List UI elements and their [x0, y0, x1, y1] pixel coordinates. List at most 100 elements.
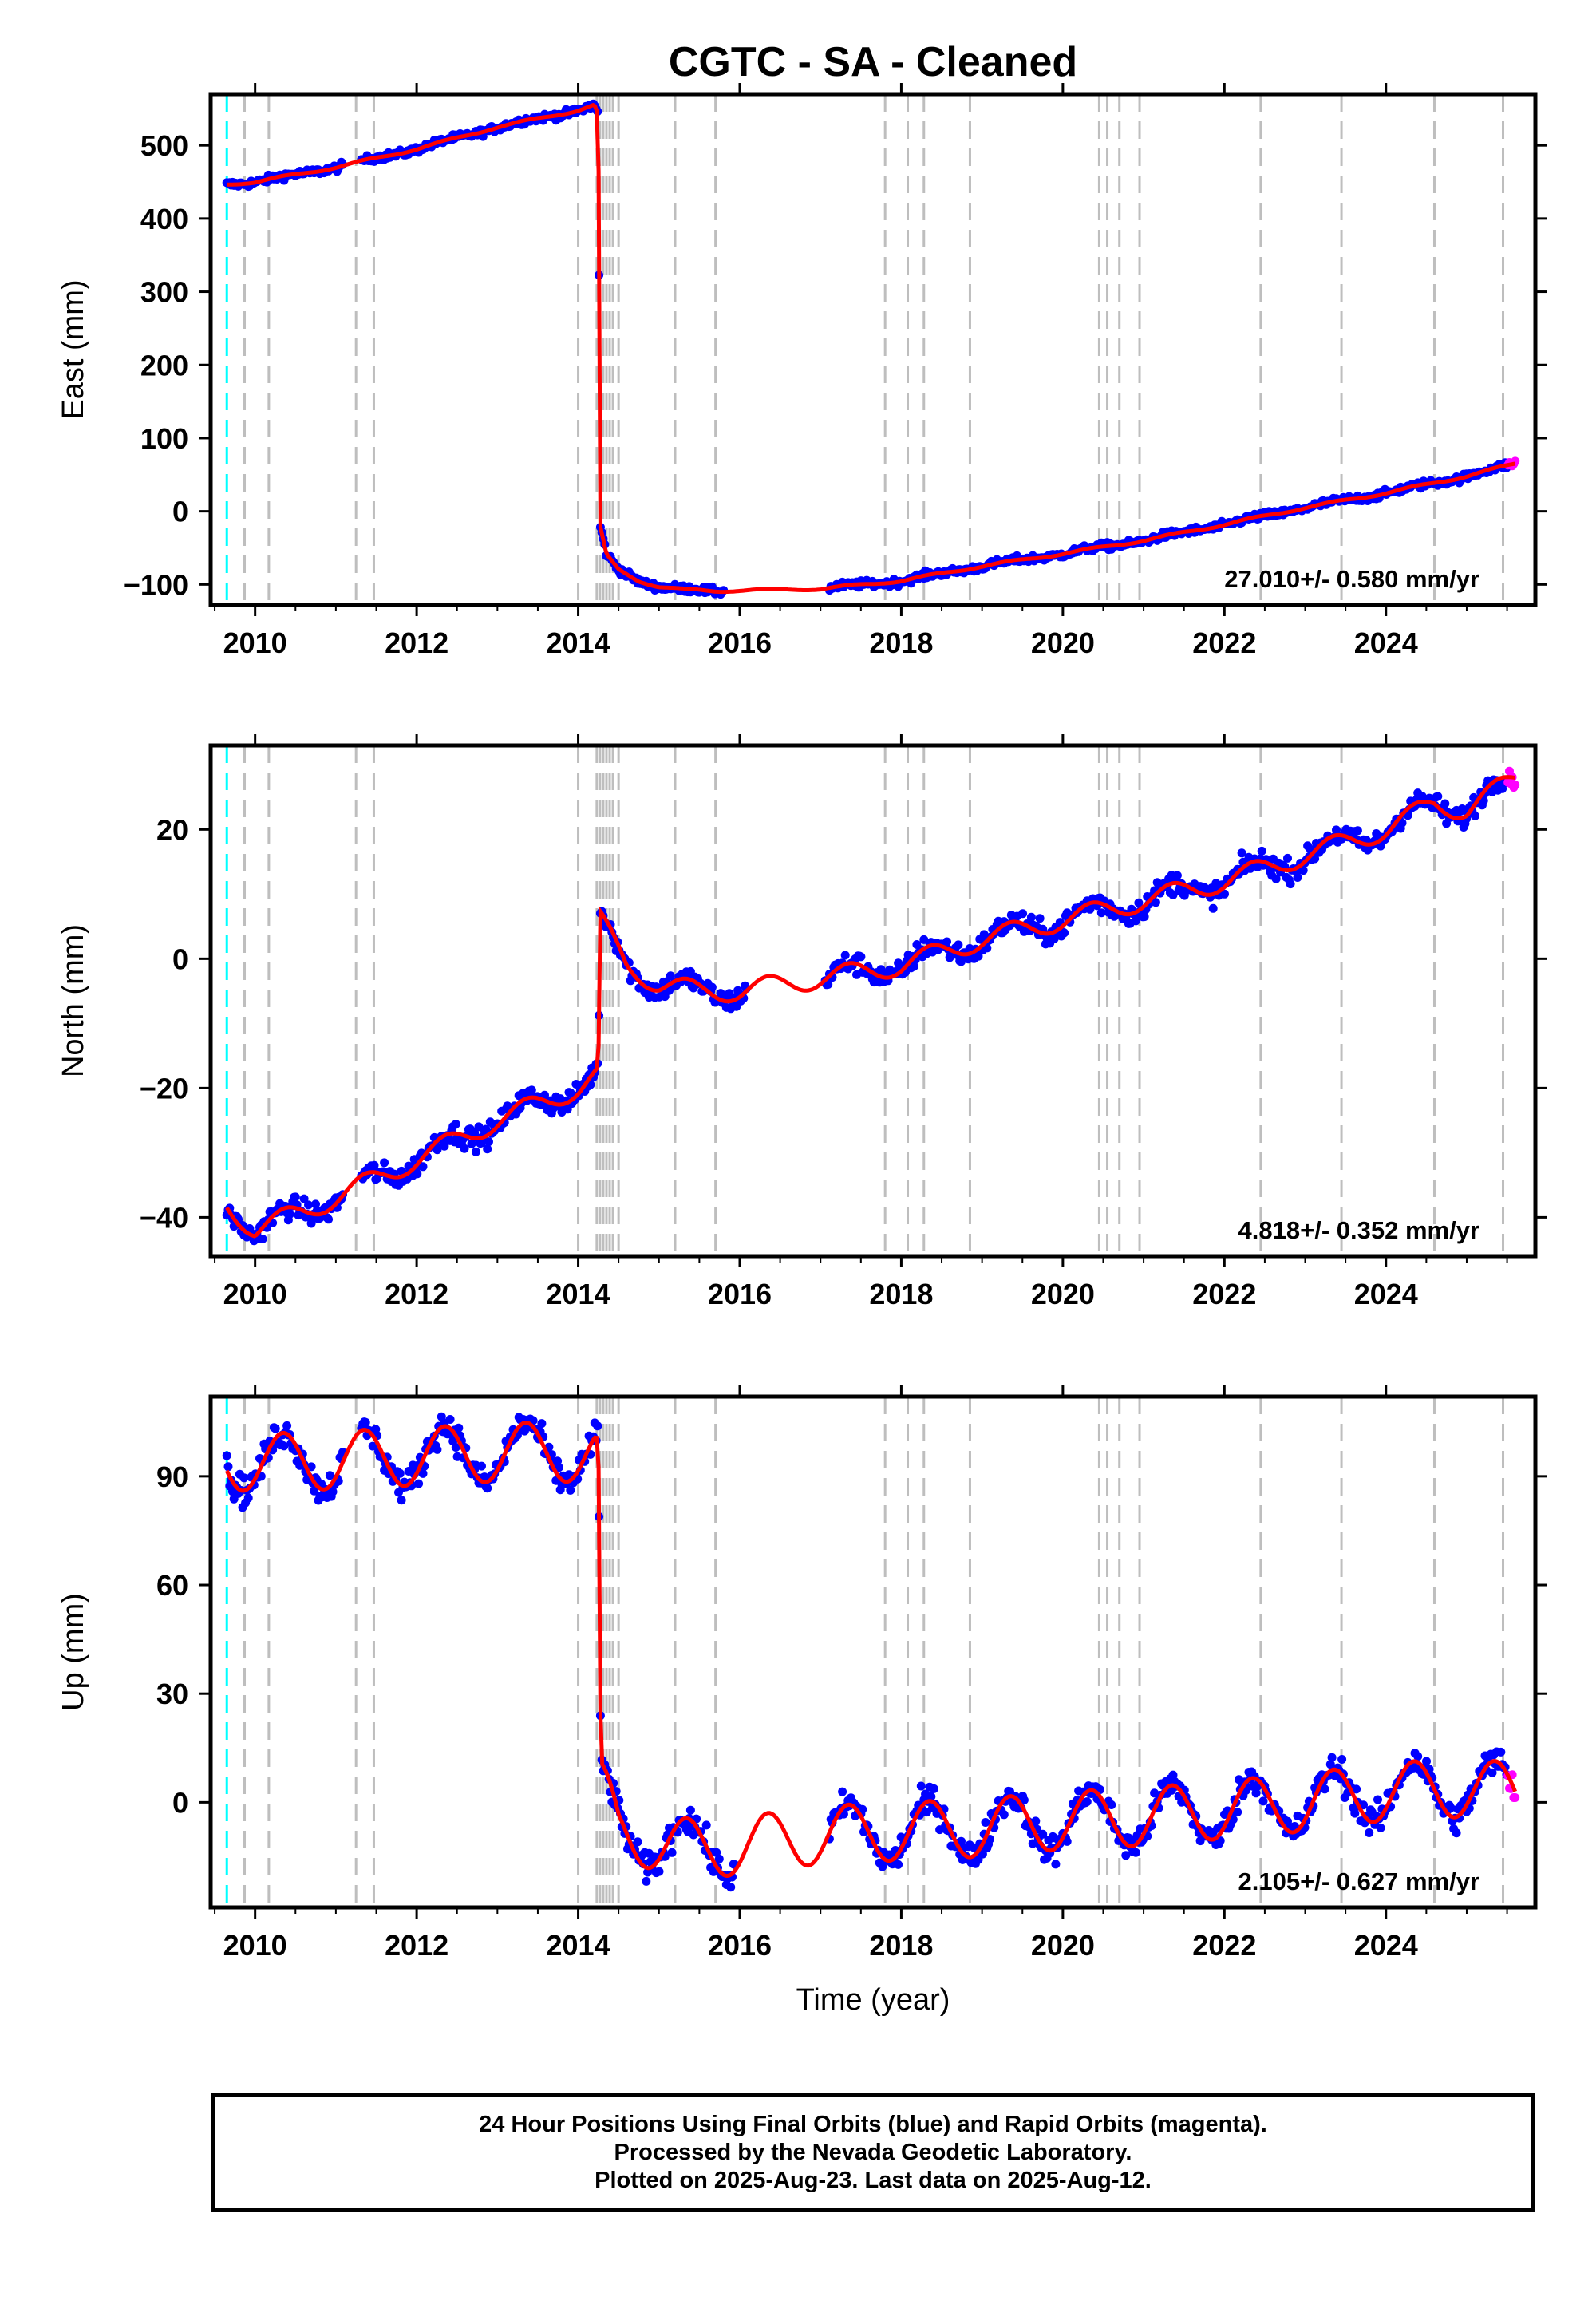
- rapid-orbit-point: [1511, 1793, 1520, 1802]
- north-panel: 2010 2012 2014 2016 2018 2020 2022 2024 −40 −20 0 2…: [57, 734, 1547, 1310]
- final-orbit-point: [243, 1493, 253, 1503]
- x-tick-label: 2024: [1354, 1278, 1418, 1310]
- model-fit-line: [224, 1421, 1518, 1879]
- final-orbit-point: [1134, 898, 1144, 907]
- final-orbit-point: [369, 1160, 379, 1170]
- rate-label: 2.105+/- 0.627 mm/yr: [1238, 1867, 1479, 1895]
- final-orbit-point: [685, 1805, 695, 1815]
- final-orbit-point: [1298, 866, 1308, 875]
- final-orbit-point: [1433, 792, 1443, 801]
- y-tick-label: −100: [124, 568, 188, 601]
- final-orbit-point: [707, 982, 717, 992]
- x-tick-label: 2022: [1192, 1278, 1256, 1310]
- final-orbit-point: [1283, 853, 1292, 863]
- final-orbit-point: [909, 962, 918, 971]
- final-orbit-point: [258, 1235, 267, 1243]
- x-tick-label: 2024: [1354, 1929, 1418, 1962]
- final-orbit-point: [451, 1443, 460, 1452]
- final-orbit-point: [642, 1876, 651, 1886]
- final-orbit-point: [1140, 912, 1149, 922]
- final-orbit-point: [239, 1473, 249, 1483]
- up-panel: 2010 2012 2014 2016 2018 2020 2022 2024 0 30 60 90 U…: [57, 1385, 1547, 1962]
- final-orbit-point: [1228, 1815, 1238, 1824]
- final-orbit-point: [1271, 874, 1281, 883]
- footer-line-2: Processed by the Nevada Geodetic Laborat…: [614, 2139, 1132, 2165]
- final-orbit-point: [477, 1461, 486, 1471]
- plot-frame: [208, 1394, 1538, 1910]
- model-fit-line: [227, 102, 1516, 595]
- final-orbit-point: [1286, 879, 1295, 889]
- final-orbit-point: [929, 1784, 938, 1793]
- final-orbit-point: [1397, 818, 1407, 828]
- x-tick-label: 2014: [547, 1929, 610, 1962]
- final-orbit-point: [368, 1441, 377, 1451]
- final-orbit-point: [1060, 928, 1069, 938]
- final-orbit-point: [876, 965, 886, 974]
- final-orbit-point: [1031, 1816, 1041, 1826]
- x-tick-label: 2010: [223, 626, 287, 659]
- final-orbit-point: [554, 1463, 563, 1472]
- final-orbit-point: [981, 1818, 990, 1827]
- x-tick-label: 2018: [869, 626, 933, 659]
- final-orbit-point: [982, 943, 992, 953]
- data-points: [222, 99, 1520, 599]
- final-orbit-point: [1487, 1768, 1497, 1777]
- final-orbit-point: [1496, 1747, 1506, 1757]
- final-orbit-point: [290, 1192, 300, 1202]
- final-orbit-point: [380, 1158, 389, 1168]
- x-tick-label: 2014: [547, 1278, 610, 1310]
- x-tick-label: 2020: [1031, 1929, 1095, 1962]
- final-orbit-point: [1310, 854, 1320, 864]
- model-fit-line: [225, 775, 1516, 1239]
- y-tick-label: 400: [140, 203, 188, 235]
- final-orbit-point: [878, 1862, 887, 1871]
- x-tick-label: 2016: [708, 1929, 772, 1962]
- final-orbit-point: [484, 1137, 493, 1147]
- final-orbit-point: [1452, 1828, 1461, 1838]
- final-orbit-point: [1325, 1760, 1335, 1769]
- y-tick-label: 60: [156, 1569, 188, 1602]
- final-orbit-point: [306, 1219, 316, 1228]
- final-orbit-point: [701, 1820, 711, 1830]
- x-tick-label: 2020: [1031, 1278, 1095, 1310]
- final-orbit-point: [1121, 1851, 1131, 1860]
- final-orbit-point: [1038, 1829, 1048, 1839]
- final-orbit-point: [593, 1421, 602, 1431]
- final-orbit-point: [433, 1445, 442, 1454]
- final-orbit-point: [451, 1120, 460, 1128]
- x-tick-label: 2010: [223, 1278, 287, 1310]
- y-tick-label: 200: [140, 349, 188, 381]
- final-orbit-point: [1237, 848, 1246, 858]
- final-orbit-point: [527, 1085, 536, 1095]
- final-orbit-point: [1251, 1788, 1261, 1798]
- final-orbit-point: [1365, 1828, 1374, 1837]
- x-tick-label: 2018: [869, 1278, 933, 1310]
- final-orbit-point: [1413, 1752, 1423, 1761]
- y-tick-label: 30: [156, 1678, 188, 1710]
- final-orbit-point: [328, 1487, 338, 1496]
- final-orbit-point: [714, 1854, 724, 1863]
- y-tick-label: 0: [172, 496, 188, 528]
- x-tick-label: 2022: [1192, 1929, 1256, 1962]
- final-orbit-point: [1327, 1753, 1337, 1762]
- x-tick-label: 2012: [385, 1929, 448, 1962]
- final-orbit-point: [1035, 914, 1045, 923]
- final-orbit-point: [467, 1139, 476, 1148]
- final-orbit-point: [1457, 804, 1467, 813]
- final-orbit-point: [916, 1781, 926, 1791]
- final-orbit-point: [1350, 1808, 1360, 1818]
- x-tick-label: 2014: [547, 626, 610, 659]
- final-orbit-point: [304, 1200, 313, 1210]
- final-orbit-point: [1018, 909, 1028, 919]
- y-tick-label: 0: [172, 943, 188, 975]
- plot-frame: [208, 92, 1538, 607]
- final-orbit-point: [395, 1468, 405, 1478]
- final-orbit-point: [310, 1486, 319, 1496]
- rate-label: 27.010+/- 0.580 mm/yr: [1224, 565, 1479, 593]
- final-orbit-point: [654, 1867, 664, 1876]
- rate-label: 4.818+/- 0.352 mm/yr: [1238, 1216, 1479, 1244]
- chart-title: CGTC - SA - Cleaned: [669, 39, 1077, 85]
- final-orbit-point: [1257, 846, 1266, 856]
- final-orbit-point: [414, 1479, 424, 1488]
